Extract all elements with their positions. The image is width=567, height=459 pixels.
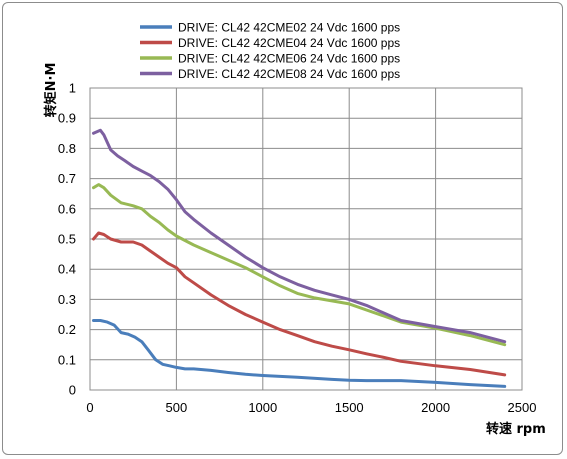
y-tick-label: 0.1 <box>58 352 76 367</box>
series-lines <box>92 128 507 388</box>
x-tick-label: 500 <box>166 400 188 415</box>
plot-area-border <box>89 87 523 391</box>
x-tick-label: 1000 <box>248 400 277 415</box>
legend-label: DRIVE: CL42 42CME08 24 Vdc 1600 pps <box>178 67 400 81</box>
x-tick-label: 1500 <box>335 400 364 415</box>
y-tick-label: 0 <box>69 383 76 398</box>
series-line-2 <box>92 231 507 377</box>
y-tick-label: 0.9 <box>58 111 76 126</box>
y-tick-label: 0.2 <box>58 322 76 337</box>
y-tick-label: 0.6 <box>58 201 76 216</box>
y-axis-label: 转矩N·M <box>43 63 59 118</box>
legend-label: DRIVE: CL42 42CME02 24 Vdc 1600 pps <box>178 21 400 35</box>
legend-label: DRIVE: CL42 42CME06 24 Vdc 1600 pps <box>178 52 400 66</box>
series-line-4 <box>92 128 507 344</box>
y-tick-label: 0.8 <box>58 141 76 156</box>
series-line-3 <box>92 183 507 347</box>
y-tick-label: 0.5 <box>58 232 76 247</box>
legend-label: DRIVE: CL42 42CME04 24 Vdc 1600 pps <box>178 36 400 50</box>
series-line-1 <box>92 319 507 388</box>
x-tick-label: 2500 <box>508 400 537 415</box>
legend: DRIVE: CL42 42CME02 24 Vdc 1600 ppsDRIVE… <box>140 21 400 81</box>
y-tick-label: 1 <box>69 81 76 96</box>
tick-labels: 0 0.1 0.2 0.3 0.4 0.5 0.6 0.7 0.8 0.9 1 0 500 1000 150… <box>58 81 537 416</box>
x-tick-label: 0 <box>86 400 93 415</box>
y-tick-label: 0.7 <box>58 171 76 186</box>
x-axis-label: 转速 rpm <box>486 421 546 437</box>
y-tick-label: 0.4 <box>58 262 76 277</box>
x-tick-label: 2000 <box>421 400 450 415</box>
chart-frame <box>2 2 563 455</box>
y-tick-label: 0.3 <box>58 292 76 307</box>
grid <box>89 87 523 391</box>
